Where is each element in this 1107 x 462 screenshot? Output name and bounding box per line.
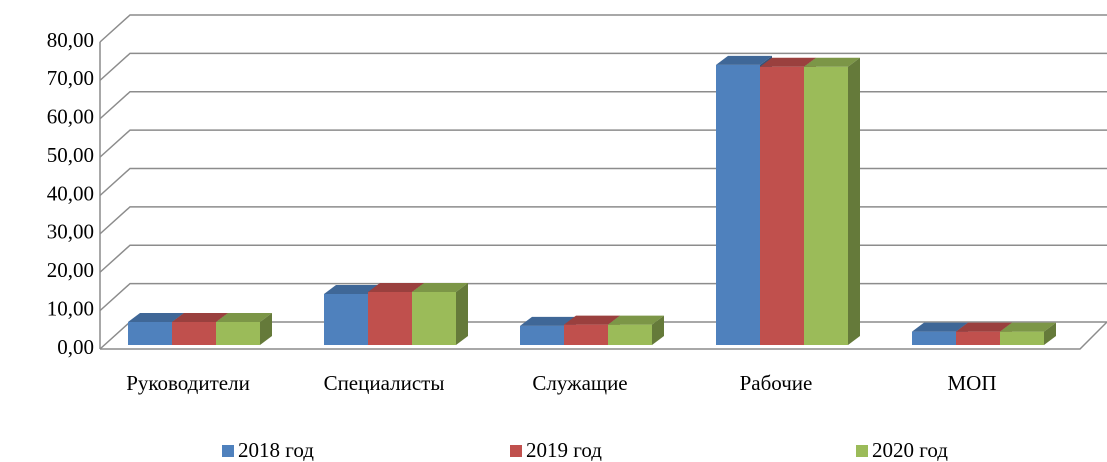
- bar-front: [956, 331, 1000, 345]
- bar: [216, 312, 272, 345]
- bar-top: [716, 55, 772, 65]
- axis-floor: [100, 321, 1107, 350]
- bar-front: [368, 292, 412, 345]
- bar-top: [760, 57, 816, 67]
- bar-front: [760, 66, 804, 345]
- bar: [804, 57, 860, 345]
- bar-front: [520, 325, 564, 345]
- legend-label: 2018 год: [238, 438, 314, 462]
- grid-line: [99, 167, 1107, 197]
- bar-top: [216, 312, 272, 322]
- x-tick-label: Руководители: [126, 371, 250, 395]
- grid-line: [99, 14, 1107, 43]
- bar-front: [912, 331, 956, 345]
- bar-front: [608, 324, 652, 345]
- y-tick-label: 80,00: [47, 28, 94, 52]
- bar-top: [128, 312, 184, 322]
- bar: [608, 315, 664, 345]
- bar-top: [956, 322, 1012, 332]
- bar-top: [172, 312, 228, 322]
- bar-side: [848, 57, 860, 345]
- bar-front: [412, 292, 456, 345]
- bar-front: [216, 321, 260, 345]
- bar-top: [912, 322, 968, 332]
- bar-front: [716, 64, 760, 346]
- bar-front: [564, 324, 608, 345]
- y-tick-label: 40,00: [47, 181, 94, 205]
- y-tick-label: 10,00: [47, 296, 94, 320]
- y-tick-label: 70,00: [47, 66, 94, 90]
- bar-top: [368, 283, 424, 293]
- bar-top: [1000, 322, 1056, 332]
- bar-front: [172, 321, 216, 345]
- bar: [1000, 322, 1056, 345]
- bar-top: [564, 315, 620, 325]
- bar-top: [804, 57, 860, 67]
- x-tick-label: Специалисты: [324, 371, 445, 395]
- y-tick-label: 30,00: [47, 220, 94, 244]
- grid-line: [99, 52, 1107, 81]
- bar-top: [520, 316, 576, 326]
- bar-side: [260, 312, 272, 345]
- legend-swatch: [510, 445, 522, 457]
- legend-label: 2020 год: [872, 438, 948, 462]
- bar-top: [324, 284, 380, 294]
- bar-front: [804, 66, 848, 345]
- bar: [412, 283, 468, 345]
- y-tick-label: 0,00: [57, 335, 94, 359]
- x-tick-label: Рабочие: [740, 371, 813, 395]
- y-tick-label: 50,00: [47, 143, 94, 167]
- grid-line: [99, 206, 1107, 235]
- bar-front: [128, 321, 172, 345]
- grid-line: [99, 244, 1107, 273]
- legend-swatch: [222, 445, 234, 457]
- bar-top: [412, 283, 468, 293]
- grid-line: [99, 91, 1107, 120]
- bar-top: [608, 315, 664, 325]
- bar-side: [1044, 322, 1056, 345]
- legend-swatch: [856, 445, 868, 457]
- bar-front: [324, 293, 368, 345]
- y-tick-label: 60,00: [47, 105, 94, 129]
- grid-line: [99, 129, 1107, 158]
- x-tick-label: Служащие: [532, 371, 627, 395]
- legend-label: 2019 год: [526, 438, 602, 462]
- bar-front: [1000, 331, 1044, 345]
- y-tick-label: 20,00: [47, 258, 94, 282]
- bar-side: [652, 315, 664, 345]
- grid-line: [99, 282, 1107, 312]
- bar-side: [456, 283, 468, 345]
- x-tick-label: МОП: [947, 371, 996, 395]
